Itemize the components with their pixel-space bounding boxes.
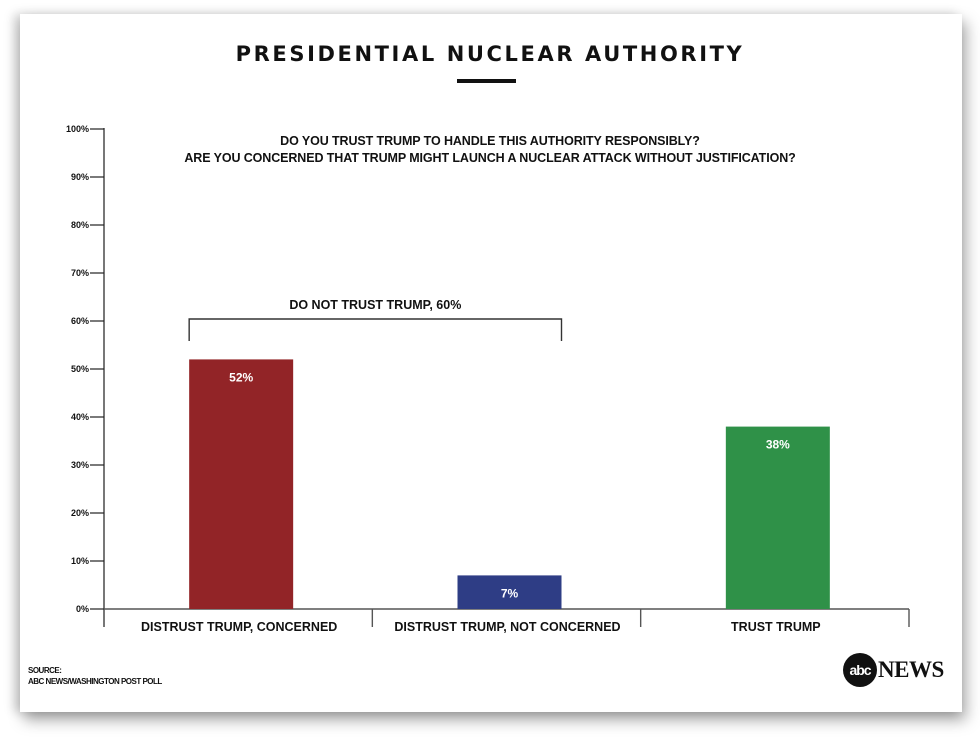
x-category-label: TRUST TRUMP [731, 620, 821, 634]
y-tick-label: 90% [71, 172, 89, 182]
y-tick-label: 80% [71, 220, 89, 230]
bar-2 [457, 575, 562, 609]
chart-subtitle-line-1: DO YOU TRUST TRUMP TO HANDLE THIS AUTHOR… [280, 134, 700, 148]
y-tick-label: 20% [71, 508, 89, 518]
bar-value-label: 38% [766, 438, 790, 452]
y-tick-label: 10% [71, 556, 89, 566]
source-label: SOURCE: [28, 666, 62, 675]
y-tick-label: 50% [71, 364, 89, 374]
source-note: SOURCE: ABC NEWS/WASHINGTON POST POLL [28, 665, 162, 687]
chart-title: PRESIDENTIAL NUCLEAR AUTHORITY [235, 42, 745, 66]
y-tick-label: 100% [66, 124, 89, 134]
source-text: ABC NEWS/WASHINGTON POST POLL [28, 677, 162, 686]
title-underline [457, 79, 516, 83]
bar-3 [725, 426, 830, 609]
bar-1 [189, 359, 294, 609]
bracket-annotation [188, 318, 563, 341]
abc-news-logo: abc NEWS [843, 652, 944, 688]
y-tick-label: 0% [76, 604, 89, 614]
y-tick-label: 40% [71, 412, 89, 422]
chart-subtitle-line-2: ARE YOU CONCERNED THAT TRUMP MIGHT LAUNC… [184, 151, 796, 165]
x-category-label: DISTRUST TRUMP, CONCERNED [141, 620, 337, 634]
abc-logo-circle: abc [843, 653, 877, 687]
y-tick-label: 70% [71, 268, 89, 278]
x-category-label: DISTRUST TRUMP, NOT CONCERNED [394, 620, 620, 634]
y-tick-label: 60% [71, 316, 89, 326]
news-wordmark: NEWS [878, 657, 944, 682]
bar-value-label: 52% [229, 370, 253, 384]
bracket-annotation-label: DO NOT TRUST TRUMP, 60% [289, 298, 461, 312]
y-tick-label: 30% [71, 460, 89, 470]
bar-value-label: 7% [501, 586, 519, 600]
